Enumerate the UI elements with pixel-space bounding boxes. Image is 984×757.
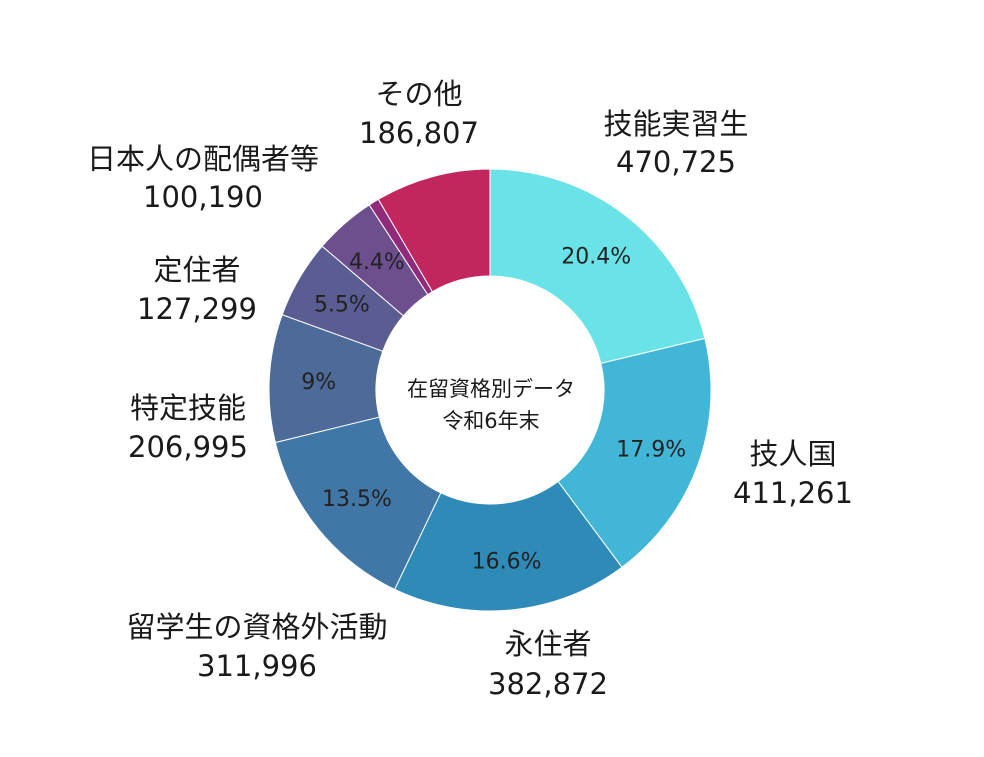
center-label-line-1: 在留資格別データ bbox=[407, 377, 575, 401]
category-name-1: 技能実習生 bbox=[603, 107, 748, 141]
slice-3 bbox=[393, 480, 623, 612]
category-value-2: 411,261 bbox=[733, 476, 853, 510]
center-label: 在留資格別データ 令和6年末 bbox=[407, 377, 575, 433]
category-value-3: 382,872 bbox=[488, 667, 608, 701]
slice-1 bbox=[489, 168, 706, 364]
category-value-1: 470,725 bbox=[616, 145, 736, 179]
category-value-4: 311,996 bbox=[197, 649, 317, 683]
category-value-9: 186,807 bbox=[359, 116, 479, 150]
category-name-6: 定住者 bbox=[153, 253, 240, 287]
category-name-4: 留学生の資格外活動 bbox=[126, 610, 387, 644]
percent-labels: 20.4% 17.9% 16.6% 13.5% 9% 5.5% 4.4% bbox=[301, 244, 686, 574]
percent-label-1: 20.4% bbox=[561, 244, 631, 269]
category-name-3: 永住者 bbox=[504, 627, 591, 661]
slice-9 bbox=[377, 168, 491, 293]
category-value-7: 100,190 bbox=[143, 180, 263, 214]
category-value-5: 206,995 bbox=[128, 430, 248, 464]
percent-label-6: 5.5% bbox=[314, 293, 370, 318]
percent-label-7: 4.4% bbox=[349, 250, 405, 275]
slices bbox=[268, 168, 712, 612]
slice-2 bbox=[557, 337, 712, 568]
category-name-5: 特定技能 bbox=[130, 391, 246, 425]
category-name-2: 技人国 bbox=[749, 437, 836, 471]
category-value-6: 127,299 bbox=[137, 292, 257, 326]
center-label-line-2: 令和6年末 bbox=[442, 409, 539, 433]
percent-label-3: 16.6% bbox=[472, 550, 542, 575]
category-name-9: その他 bbox=[375, 77, 462, 111]
percent-label-5: 9% bbox=[301, 370, 336, 395]
category-name-7: 日本人の配偶者等 bbox=[87, 142, 319, 176]
percent-label-4: 13.5% bbox=[322, 487, 392, 512]
percent-label-2: 17.9% bbox=[616, 437, 686, 462]
category-labels: 技能実習生 470,725 技人国 411,261 永住者 382,872 留学生の資格外活… bbox=[87, 77, 853, 701]
